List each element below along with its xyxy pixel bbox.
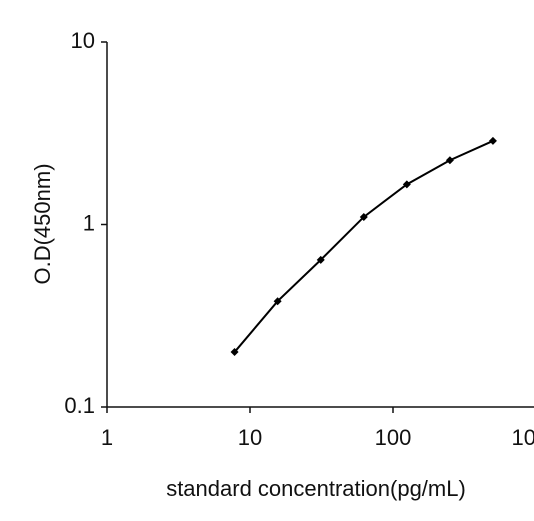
point-marker [273, 297, 282, 306]
point-marker [359, 212, 368, 221]
point-marker [316, 255, 325, 264]
y-tick-label: 0.1 [64, 393, 95, 418]
x-axis-label: standard concentration(pg/mL) [166, 476, 466, 501]
y-tick-label: 1 [83, 210, 95, 235]
point-marker [402, 180, 411, 189]
point-marker [445, 156, 454, 165]
y-tick-label: 10 [71, 28, 95, 53]
point-marker [230, 348, 239, 357]
point-marker [488, 136, 497, 145]
x-tick-label: 1 [101, 425, 113, 450]
x-tick-label: 100 [375, 425, 412, 450]
series-line [233, 140, 494, 353]
y-axis-label: O.D(450nm) [30, 163, 55, 284]
x-tick-label: 1000 [512, 425, 534, 450]
x-tick-label: 10 [238, 425, 262, 450]
